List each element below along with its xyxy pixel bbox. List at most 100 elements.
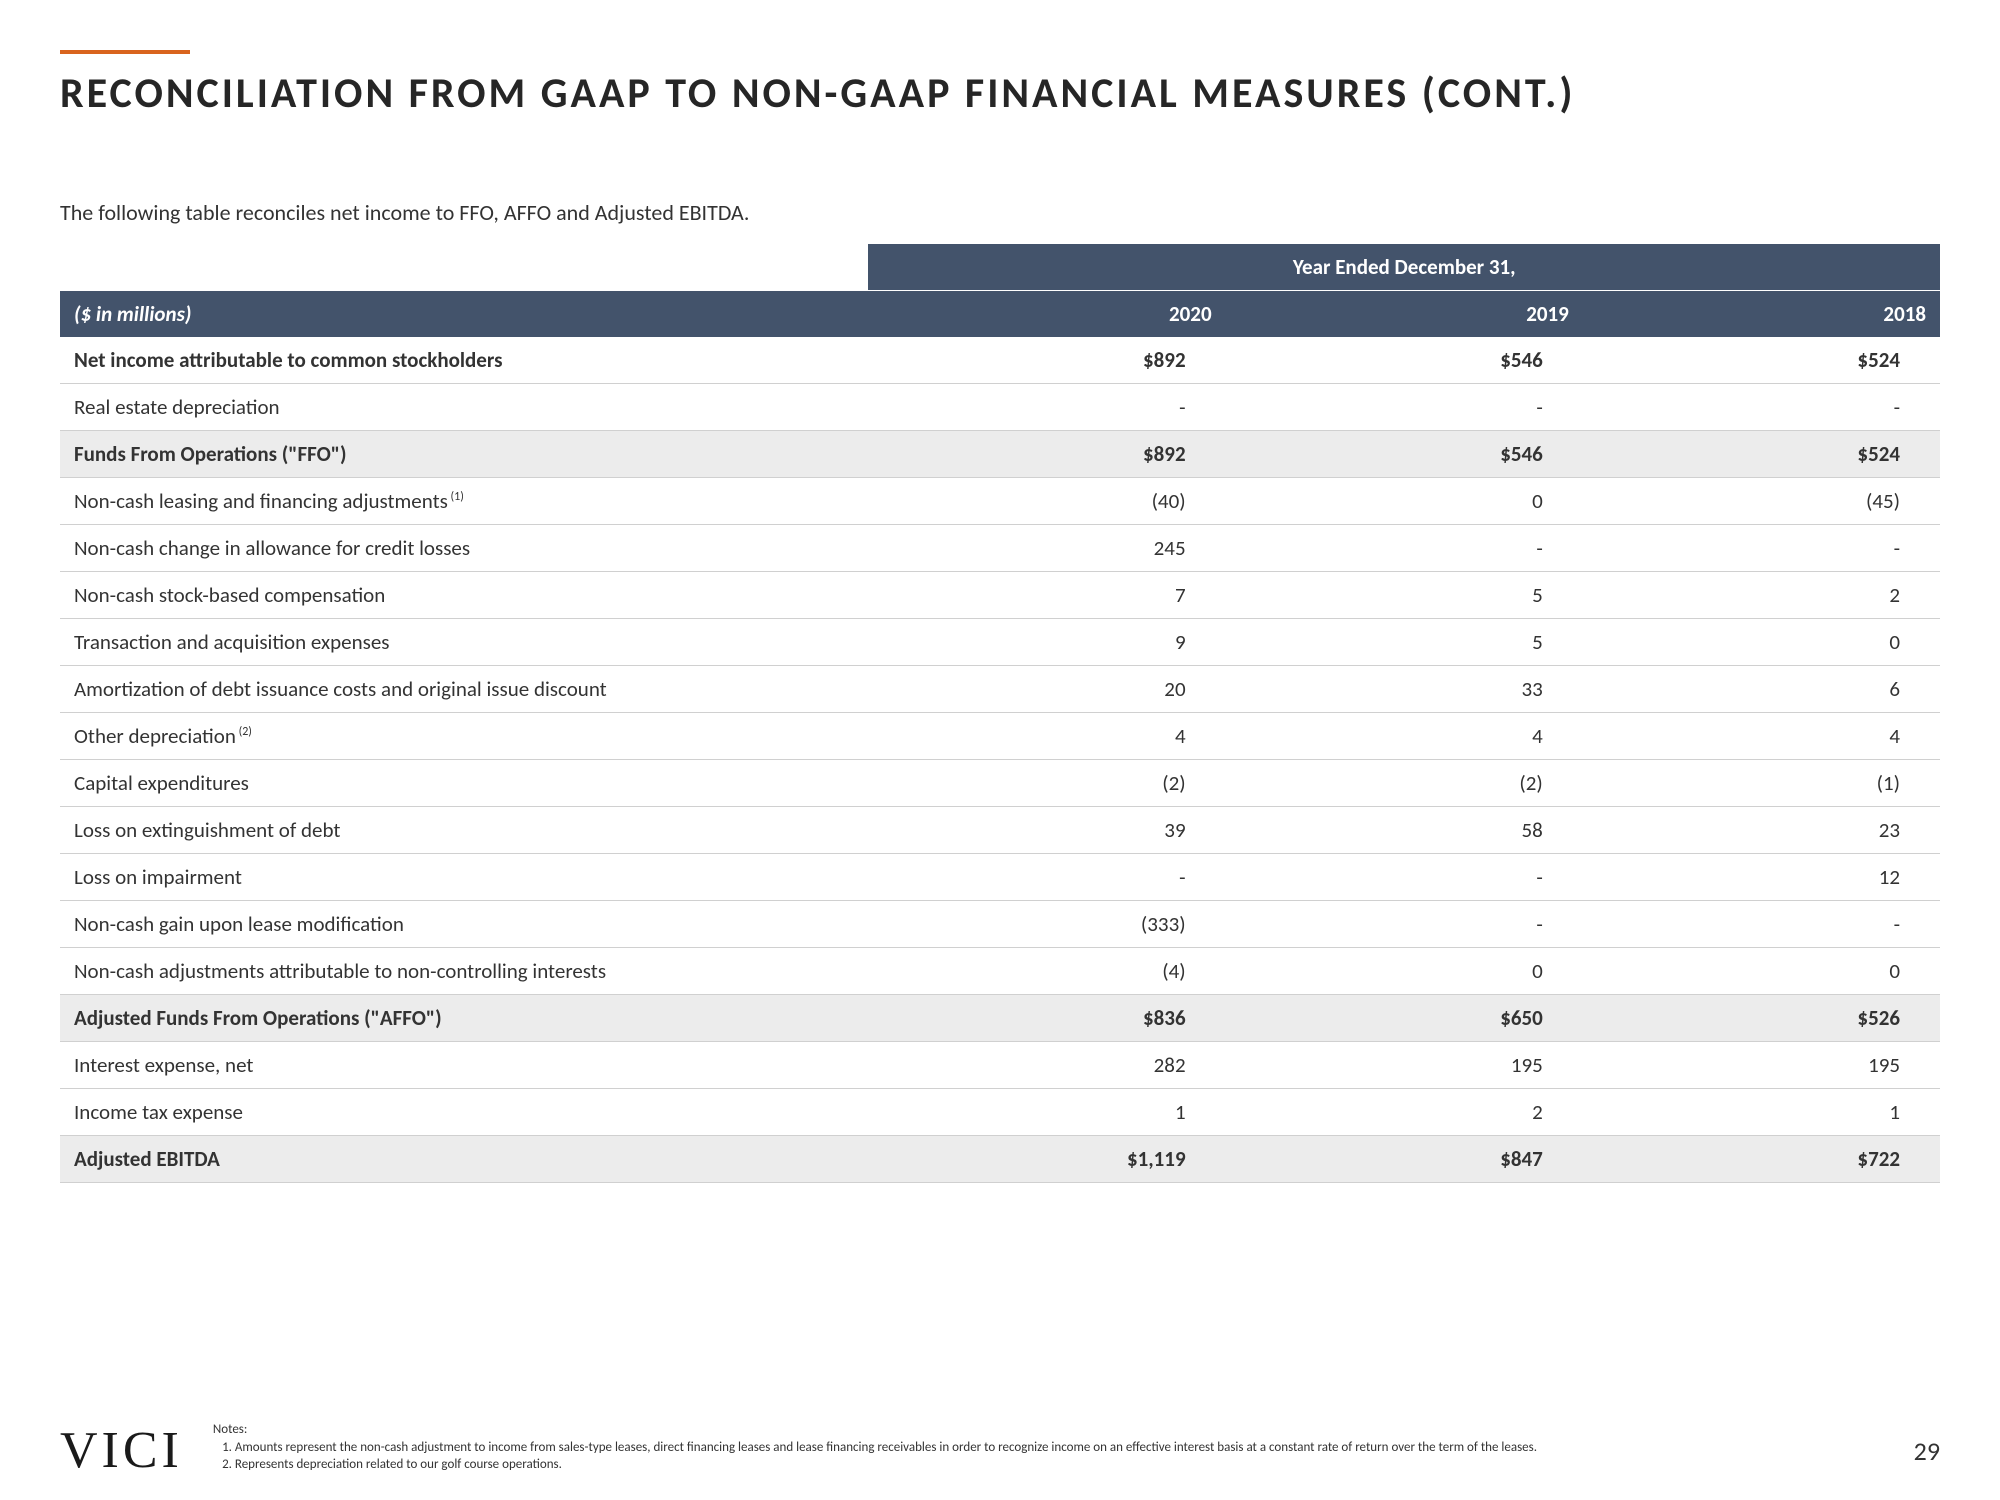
notes-heading: Notes:	[213, 1421, 1884, 1439]
row-value: -	[1583, 525, 1940, 572]
accent-bar	[60, 50, 190, 54]
row-value: 0	[1226, 948, 1583, 995]
row-label: Interest expense, net	[60, 1042, 868, 1089]
footnote-1: Amounts represent the non-cash adjustmen…	[235, 1439, 1884, 1457]
row-value: $892	[868, 337, 1225, 384]
footnotes: Notes: Amounts represent the non-cash ad…	[213, 1421, 1884, 1474]
row-value: 0	[1226, 478, 1583, 525]
reconciliation-table: Year Ended December 31, ($ in millions) …	[60, 244, 1940, 1183]
row-value: 4	[1226, 713, 1583, 760]
year-group-header: Year Ended December 31,	[868, 244, 1940, 291]
row-label: Income tax expense	[60, 1089, 868, 1136]
row-label: Non-cash gain upon lease modification	[60, 901, 868, 948]
row-value: $546	[1226, 337, 1583, 384]
row-value: $847	[1226, 1136, 1583, 1183]
row-value: $650	[1226, 995, 1583, 1042]
row-value: 6	[1583, 666, 1940, 713]
col-2019: 2019	[1226, 291, 1583, 338]
footnote-2: Represents depreciation related to our g…	[235, 1456, 1884, 1474]
row-value: 9	[868, 619, 1225, 666]
footer: VICI Notes: Amounts represent the non-ca…	[60, 1421, 1940, 1480]
row-value: $546	[1226, 431, 1583, 478]
row-value: (2)	[1226, 760, 1583, 807]
row-value: 195	[1583, 1042, 1940, 1089]
row-value: 195	[1226, 1042, 1583, 1089]
row-value: (1)	[1583, 760, 1940, 807]
logo: VICI	[60, 1421, 183, 1480]
row-value: 4	[868, 713, 1225, 760]
table-row: Interest expense, net282195195	[60, 1042, 1940, 1089]
row-value: 5	[1226, 619, 1583, 666]
row-value: -	[1226, 901, 1583, 948]
table-row: Non-cash leasing and financing adjustmen…	[60, 478, 1940, 525]
row-value: (45)	[1583, 478, 1940, 525]
row-label: Loss on impairment	[60, 854, 868, 901]
row-value: -	[1226, 854, 1583, 901]
row-value: $526	[1583, 995, 1940, 1042]
row-label: Other depreciation (2)	[60, 713, 868, 760]
table-row: Adjusted EBITDA$1,119$847$722	[60, 1136, 1940, 1183]
row-value: 4	[1583, 713, 1940, 760]
row-value: 7	[868, 572, 1225, 619]
row-label: Non-cash adjustments attributable to non…	[60, 948, 868, 995]
row-value: $836	[868, 995, 1225, 1042]
table-row: Loss on extinguishment of debt395823	[60, 807, 1940, 854]
row-value: 1	[1583, 1089, 1940, 1136]
row-value: (40)	[868, 478, 1225, 525]
table-row: Non-cash adjustments attributable to non…	[60, 948, 1940, 995]
row-value: -	[1226, 384, 1583, 431]
table-row: Net income attributable to common stockh…	[60, 337, 1940, 384]
row-value: 33	[1226, 666, 1583, 713]
row-label: Net income attributable to common stockh…	[60, 337, 868, 384]
row-value: 12	[1583, 854, 1940, 901]
table-row: Transaction and acquisition expenses950	[60, 619, 1940, 666]
row-label: Non-cash change in allowance for credit …	[60, 525, 868, 572]
row-value: 5	[1226, 572, 1583, 619]
col-2018: 2018	[1583, 291, 1940, 338]
row-value: 0	[1583, 948, 1940, 995]
row-label: Adjusted EBITDA	[60, 1136, 868, 1183]
row-value: (333)	[868, 901, 1225, 948]
table-row: Non-cash gain upon lease modification(33…	[60, 901, 1940, 948]
table-row: Loss on impairment--12	[60, 854, 1940, 901]
table-row: Capital expenditures(2)(2)(1)	[60, 760, 1940, 807]
row-label: Loss on extinguishment of debt	[60, 807, 868, 854]
row-value: $892	[868, 431, 1225, 478]
row-label: Transaction and acquisition expenses	[60, 619, 868, 666]
row-value: 0	[1583, 619, 1940, 666]
table-row: Real estate depreciation---	[60, 384, 1940, 431]
table-row: Other depreciation (2)444	[60, 713, 1940, 760]
row-label: Amortization of debt issuance costs and …	[60, 666, 868, 713]
row-value: -	[1226, 525, 1583, 572]
row-value: 2	[1226, 1089, 1583, 1136]
row-value: (4)	[868, 948, 1225, 995]
row-value: 20	[868, 666, 1225, 713]
row-value: 1	[868, 1089, 1225, 1136]
row-value: -	[1583, 901, 1940, 948]
row-label: Non-cash stock-based compensation	[60, 572, 868, 619]
row-value: 58	[1226, 807, 1583, 854]
row-value: (2)	[868, 760, 1225, 807]
page-number: 29	[1914, 1435, 1940, 1467]
row-label: Real estate depreciation	[60, 384, 868, 431]
row-value: -	[1583, 384, 1940, 431]
row-value: $1,119	[868, 1136, 1225, 1183]
table-row: Income tax expense121	[60, 1089, 1940, 1136]
table-row: Non-cash stock-based compensation752	[60, 572, 1940, 619]
table-row: Amortization of debt issuance costs and …	[60, 666, 1940, 713]
row-label: Funds From Operations ("FFO")	[60, 431, 868, 478]
row-value: 2	[1583, 572, 1940, 619]
row-value: $524	[1583, 431, 1940, 478]
row-label: Capital expenditures	[60, 760, 868, 807]
row-value: -	[868, 384, 1225, 431]
row-value: 245	[868, 525, 1225, 572]
unit-label: ($ in millions)	[60, 291, 868, 338]
col-2020: 2020	[868, 291, 1225, 338]
row-label: Non-cash leasing and financing adjustmen…	[60, 478, 868, 525]
row-value: -	[868, 854, 1225, 901]
row-value: 39	[868, 807, 1225, 854]
page-title: RECONCILIATION FROM GAAP TO NON-GAAP FIN…	[60, 68, 1940, 119]
row-value: $722	[1583, 1136, 1940, 1183]
row-value: 282	[868, 1042, 1225, 1089]
table-row: Funds From Operations ("FFO")$892$546$52…	[60, 431, 1940, 478]
